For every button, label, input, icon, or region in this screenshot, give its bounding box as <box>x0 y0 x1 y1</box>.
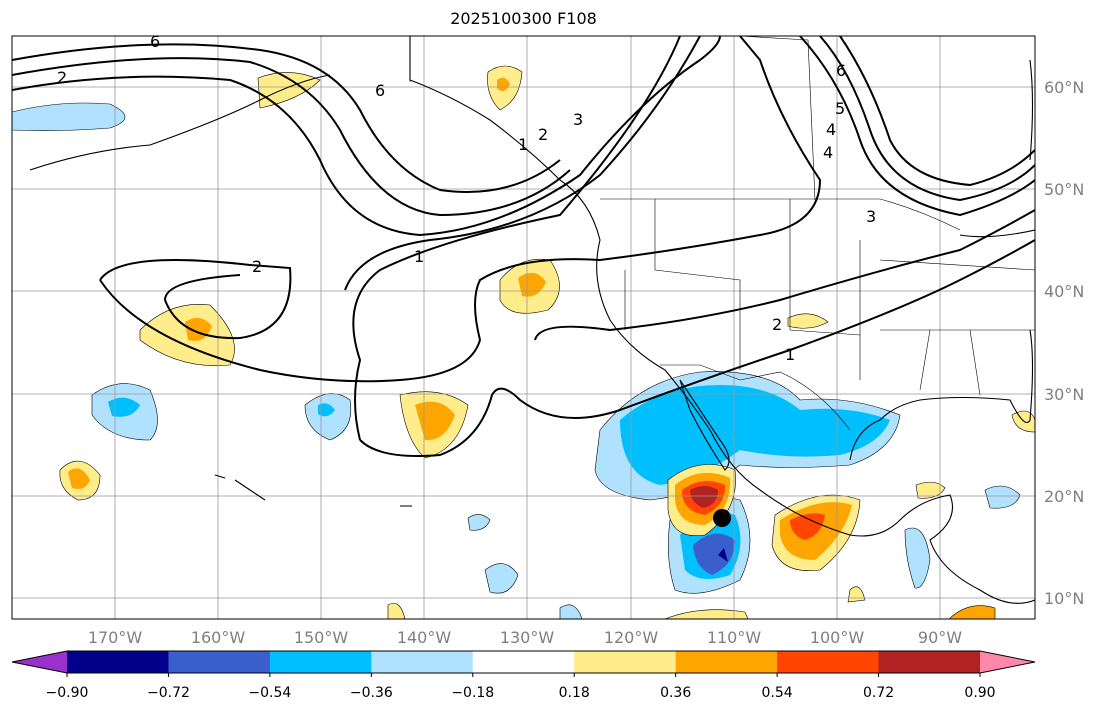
lon-tick: 160°W <box>191 628 246 647</box>
storm-location-marker <box>713 509 731 527</box>
colorbar-segment <box>67 651 169 673</box>
contour-label: 6 <box>375 81 385 100</box>
contour-lines <box>12 36 1035 457</box>
lon-tick: 170°W <box>88 628 143 647</box>
colorbar-label: 0.54 <box>762 685 793 701</box>
colorbar-min-extension <box>12 651 67 673</box>
colorbar-segment <box>472 651 575 673</box>
colorbar-label: 0.18 <box>559 685 590 701</box>
lat-tick: 40°N <box>1044 282 1084 301</box>
lon-tick: 140°W <box>397 628 452 647</box>
political-borders <box>409 36 1035 431</box>
colorbar-label: 0.90 <box>964 685 995 701</box>
lat-tick: 50°N <box>1044 180 1084 199</box>
lon-tick: 120°W <box>604 628 659 647</box>
lat-tick: 60°N <box>1044 78 1084 97</box>
colorbar-label: 0.36 <box>660 685 691 701</box>
contour-label: 3 <box>573 110 583 129</box>
contour-label: 6 <box>836 61 846 80</box>
lon-tick: 90°W <box>918 628 962 647</box>
colorbar-segment <box>269 651 372 673</box>
contour-label-group: 6 2 6 3 2 1 2 1 2 1 6 5 4 4 3 <box>57 32 876 364</box>
contour-label: 2 <box>252 257 262 276</box>
lon-tick: 130°W <box>500 628 555 647</box>
shaded-anomalies <box>12 65 1035 619</box>
colorbar-segment <box>574 651 677 673</box>
colorbar-label: −0.54 <box>248 685 291 701</box>
contour-label: 1 <box>414 247 424 266</box>
colorbar-segment <box>168 651 271 673</box>
colorbar-label: −0.72 <box>147 685 190 701</box>
map-title: 2025100300 F108 <box>450 9 597 28</box>
colorbar-label: −0.18 <box>451 685 494 701</box>
colorbar-segment <box>675 651 778 673</box>
lon-tick: 110°W <box>707 628 762 647</box>
lat-tick: 30°N <box>1044 385 1084 404</box>
contour-label: 2 <box>538 125 548 144</box>
map-area: 6 2 6 3 2 1 2 1 2 1 6 5 4 4 3 <box>12 32 1035 619</box>
lon-tick: 150°W <box>294 628 349 647</box>
contour-label: 4 <box>826 120 836 139</box>
map-frame <box>11 35 1036 620</box>
lon-tick-labels: 170°W 160°W 150°W 140°W 130°W 120°W 110°… <box>88 628 962 647</box>
lat-tick: 10°N <box>1044 589 1084 608</box>
colorbar-label: −0.36 <box>350 685 393 701</box>
lat-tick: 20°N <box>1044 487 1084 506</box>
lat-tick-labels: 60°N 50°N 40°N 30°N 20°N 10°N <box>1044 78 1084 608</box>
colorbar-max-extension <box>980 651 1035 673</box>
contour-label: 3 <box>866 207 876 226</box>
lon-tick: 100°W <box>810 628 865 647</box>
colorbar-segment <box>371 651 474 673</box>
contour-label: 6 <box>150 32 160 51</box>
colorbar-segment <box>777 651 880 673</box>
colorbar-label: 0.72 <box>863 685 894 701</box>
contour-label: 5 <box>835 99 845 118</box>
colorbar: −0.90 −0.72 −0.54 −0.36 −0.18 0.18 0.36 0.54 0.7… <box>11 650 1036 701</box>
colorbar-label: −0.90 <box>46 685 89 701</box>
colorbar-segment <box>878 651 981 673</box>
contour-label: 1 <box>518 135 528 154</box>
contour-label: 4 <box>823 143 833 162</box>
contour-label: 1 <box>785 345 795 364</box>
contour-label: 2 <box>772 315 782 334</box>
coastlines <box>29 36 1035 604</box>
contour-label: 2 <box>57 68 67 87</box>
